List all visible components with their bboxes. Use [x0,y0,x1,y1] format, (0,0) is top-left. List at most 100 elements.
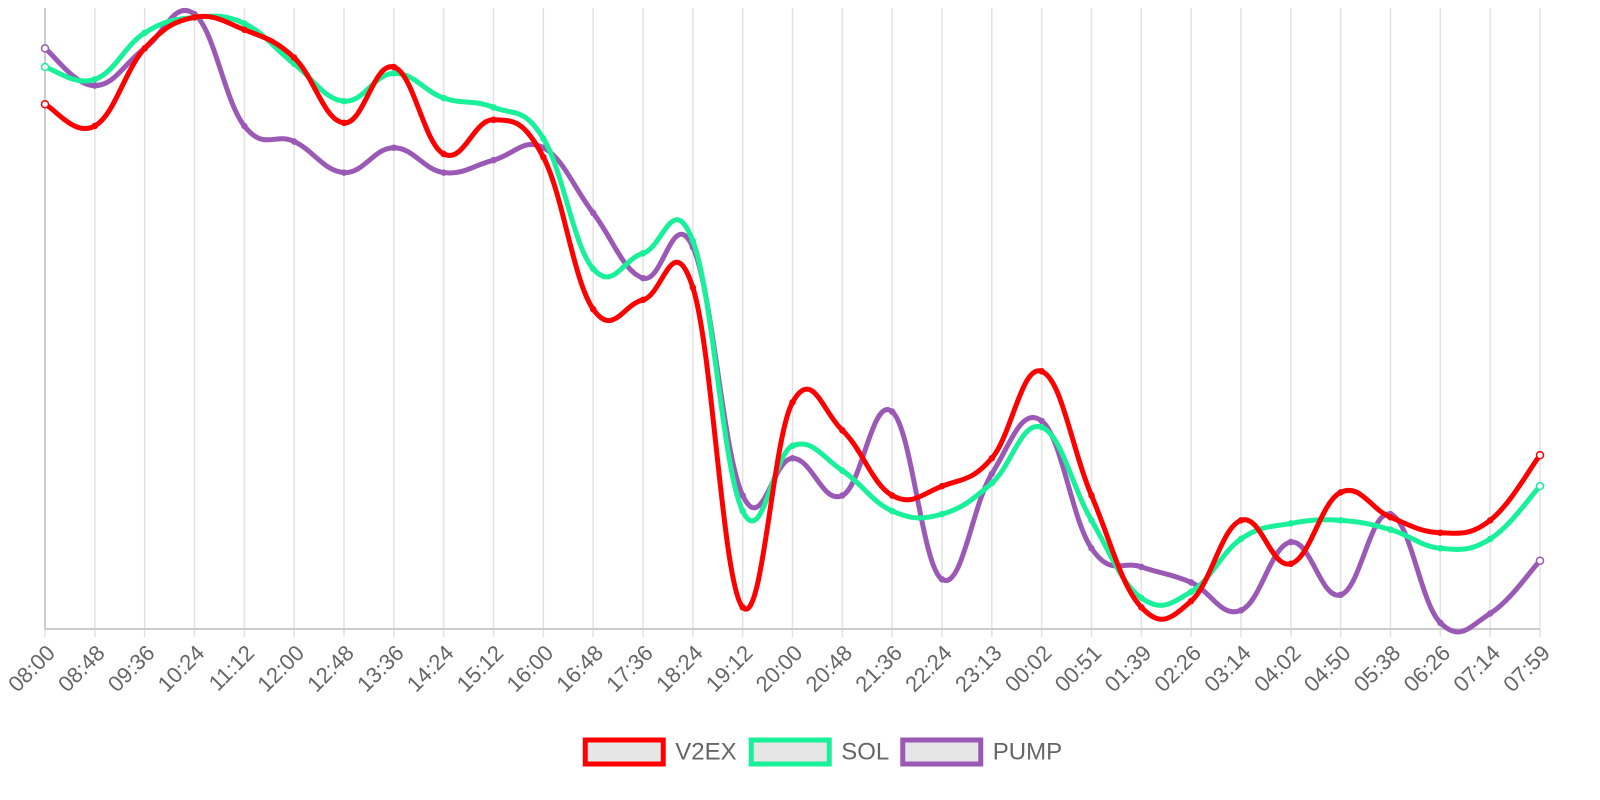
data-point-pump[interactable] [490,156,497,164]
data-point-v2ex[interactable] [191,14,198,21]
data-point-pump[interactable] [1437,619,1444,627]
data-point-sol[interactable] [589,265,597,273]
data-point-sol[interactable] [988,479,996,487]
data-point-v2ex[interactable] [739,604,746,611]
data-point-pump[interactable] [789,454,796,462]
data-point-v2ex[interactable] [440,150,447,158]
legend-item-sol[interactable]: SOL [748,737,889,767]
legend-label-sol: SOL [841,738,889,765]
data-point-sol[interactable] [1535,481,1545,491]
data-point-v2ex[interactable] [241,26,248,33]
data-point-v2ex[interactable] [988,454,996,462]
legend-swatch-v2ex [582,737,666,767]
data-point-v2ex[interactable] [1387,513,1394,521]
data-point-pump[interactable] [1337,591,1344,599]
data-point-sol[interactable] [540,135,547,142]
data-point-v2ex[interactable] [938,482,946,490]
data-point-v2ex[interactable] [290,54,298,61]
data-point-pump[interactable] [241,122,248,130]
data-point-v2ex[interactable] [490,116,497,124]
data-point-sol[interactable] [390,69,398,77]
data-point-sol[interactable] [1038,423,1045,431]
data-point-pump[interactable] [839,492,846,499]
data-point-sol[interactable] [938,510,946,518]
data-point-v2ex[interactable] [1237,517,1245,524]
data-point-v2ex[interactable] [91,122,99,130]
data-point-sol[interactable] [1088,517,1095,524]
data-point-pump[interactable] [1038,417,1045,425]
data-point-sol[interactable] [639,250,647,257]
data-point-sol[interactable] [141,29,148,37]
data-point-pump[interactable] [589,209,597,217]
data-point-v2ex[interactable] [789,399,796,406]
legend-swatch-sol [748,737,832,767]
data-point-pump[interactable] [390,144,398,151]
x-tick-label: 04:50 [1299,640,1356,697]
data-point-v2ex[interactable] [839,427,846,434]
data-point-pump[interactable] [440,169,447,176]
data-point-v2ex[interactable] [689,284,697,291]
data-point-v2ex[interactable] [1437,529,1444,536]
data-point-sol[interactable] [1337,517,1344,524]
legend-item-v2ex[interactable]: V2EX [582,737,737,767]
data-point-pump[interactable] [1486,610,1494,617]
data-point-pump[interactable] [888,408,896,415]
data-point-sol[interactable] [839,467,846,474]
data-point-v2ex[interactable] [1038,368,1045,375]
data-point-v2ex[interactable] [1088,492,1095,499]
data-point-sol[interactable] [1287,520,1295,527]
data-point-v2ex[interactable] [1287,560,1295,568]
data-point-sol[interactable] [490,104,497,111]
data-point-v2ex[interactable] [40,100,50,109]
data-point-sol[interactable] [888,507,896,515]
data-point-sol[interactable] [1237,535,1245,543]
data-point-v2ex[interactable] [141,45,148,52]
data-point-sol[interactable] [1437,545,1444,552]
data-point-pump[interactable] [91,82,99,89]
data-point-v2ex[interactable] [540,153,547,161]
data-point-pump[interactable] [40,44,50,53]
data-point-sol[interactable] [1187,588,1195,595]
data-point-sol[interactable] [789,442,796,450]
data-point-sol[interactable] [1486,535,1494,543]
data-point-pump[interactable] [290,138,298,145]
data-point-v2ex[interactable] [1535,450,1545,460]
x-tick-label: 16:48 [551,640,608,697]
data-point-sol[interactable] [739,507,746,515]
data-point-v2ex[interactable] [390,63,398,71]
x-tick-label: 07:59 [1498,640,1555,697]
data-point-v2ex[interactable] [1138,604,1145,611]
x-tick-label: 00:02 [1000,640,1057,697]
data-point-v2ex[interactable] [1337,489,1344,496]
data-point-v2ex[interactable] [639,296,647,304]
data-point-pump[interactable] [938,576,946,583]
data-point-pump[interactable] [1535,556,1545,565]
data-point-pump[interactable] [988,470,996,477]
data-point-v2ex[interactable] [340,119,348,127]
data-point-v2ex[interactable] [1486,517,1494,524]
data-point-pump[interactable] [1088,545,1095,552]
legend-item-pump[interactable]: PUMP [900,737,1062,767]
x-tick-label: 10:24 [153,640,210,697]
data-point-sol[interactable] [340,97,348,105]
data-point-sol[interactable] [689,237,697,245]
data-point-sol[interactable] [1138,594,1145,602]
data-point-pump[interactable] [1287,538,1295,546]
data-point-pump[interactable] [1187,579,1195,586]
data-point-pump[interactable] [739,492,746,499]
legend-label-pump: PUMP [993,738,1062,765]
data-point-v2ex[interactable] [1187,597,1195,605]
data-point-v2ex[interactable] [888,492,896,499]
x-tick-label: 09:36 [103,640,160,697]
data-point-v2ex[interactable] [589,305,597,313]
x-tick-label: 21:36 [850,640,907,697]
data-point-sol[interactable] [40,62,50,72]
data-point-sol[interactable] [241,20,248,27]
data-point-pump[interactable] [1237,607,1245,614]
data-point-sol[interactable] [1387,526,1394,533]
data-point-sol[interactable] [91,76,99,83]
data-point-pump[interactable] [639,274,647,282]
data-point-sol[interactable] [440,94,447,102]
data-point-pump[interactable] [1138,563,1145,571]
data-point-pump[interactable] [340,169,348,176]
